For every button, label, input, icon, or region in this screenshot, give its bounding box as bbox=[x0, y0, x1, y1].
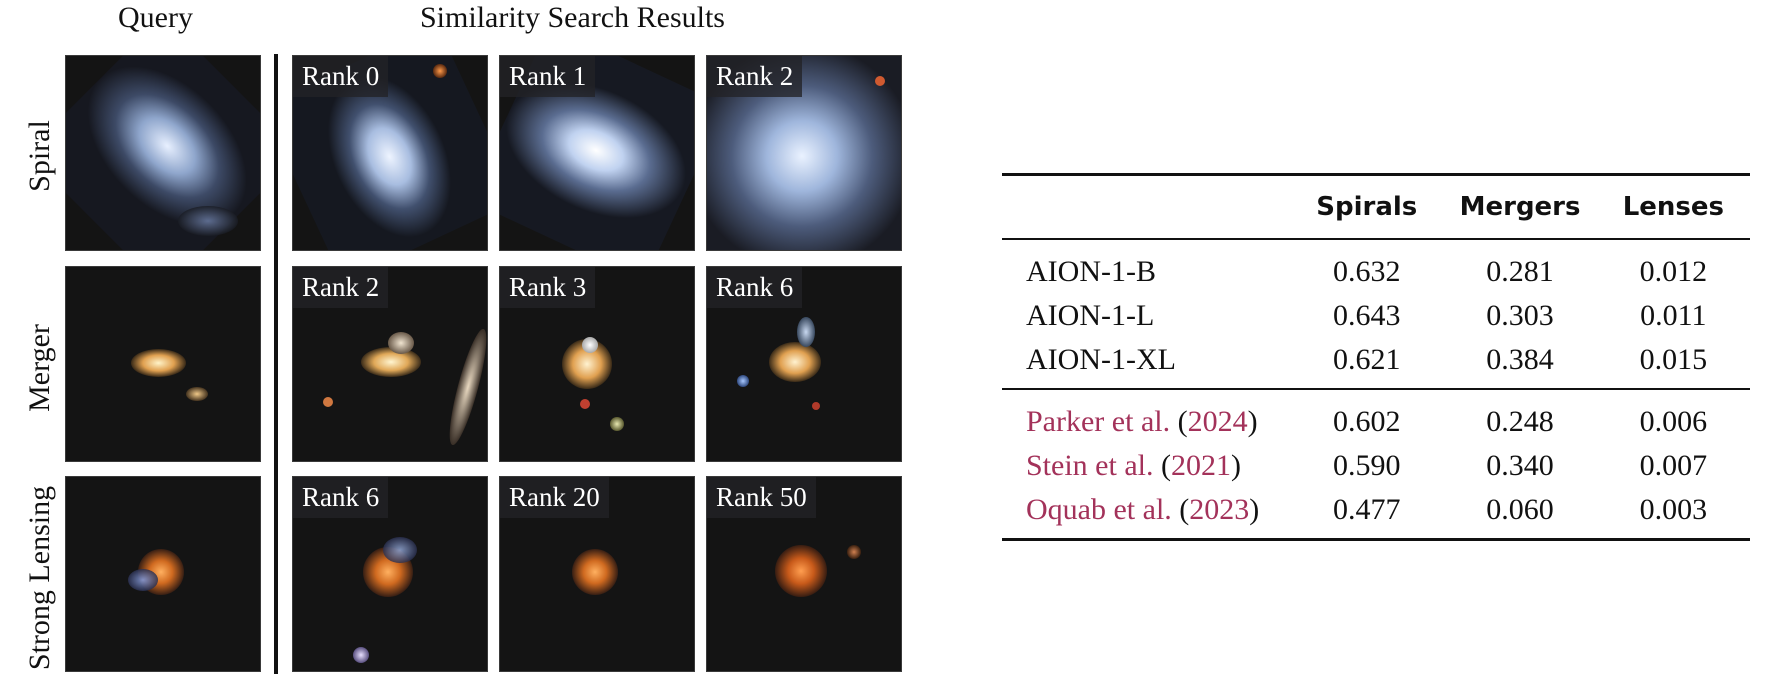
model-name: AION-1-XL bbox=[1026, 343, 1176, 376]
rank-badge: Rank 6 bbox=[707, 267, 803, 308]
result-image-merger-2: Rank 3 bbox=[499, 266, 695, 462]
row-label-merger: Merger bbox=[23, 324, 56, 412]
paren-open: ( bbox=[1177, 405, 1188, 438]
paren-open: ( bbox=[1160, 449, 1171, 482]
baseline-citation: Parker et al. (2024) bbox=[1002, 389, 1290, 444]
result-image-strong-lensing-2: Rank 20 bbox=[499, 476, 695, 672]
paren-close: ) bbox=[1247, 405, 1258, 438]
table-cell: 0.643 bbox=[1333, 299, 1401, 332]
table-cell: 0.011 bbox=[1640, 299, 1707, 332]
table-cell: 0.015 bbox=[1639, 343, 1708, 376]
citation-year-link[interactable]: 2021 bbox=[1170, 449, 1231, 482]
citation-year-link[interactable]: 2023 bbox=[1189, 493, 1250, 526]
table-cell: 0.590 bbox=[1333, 449, 1401, 482]
rank-badge: Rank 3 bbox=[500, 267, 596, 308]
table-cell: 0.006 bbox=[1639, 405, 1708, 438]
rank-badge: Rank 0 bbox=[293, 56, 389, 97]
column-header-lenses: Lenses bbox=[1622, 192, 1724, 222]
row-label-spiral: Spiral bbox=[23, 120, 56, 192]
baseline-citation: Oquab et al. (2023) bbox=[1002, 488, 1290, 540]
rank-badge: Rank 50 bbox=[707, 477, 816, 518]
table-cell: 0.602 bbox=[1333, 405, 1401, 438]
citation-author[interactable]: Parker et al. bbox=[1026, 405, 1178, 438]
table-cell: 0.303 bbox=[1486, 299, 1554, 332]
citation-year-link[interactable]: 2024 bbox=[1187, 405, 1248, 438]
model-name: AION-1-B bbox=[1026, 255, 1156, 288]
model-name: AION-1-L bbox=[1026, 299, 1155, 332]
table-row: AION-1-B 0.632 0.281 0.012 bbox=[1002, 239, 1750, 294]
table-cell: 0.003 bbox=[1639, 493, 1708, 526]
rank-badge: Rank 1 bbox=[500, 56, 596, 97]
table-cell: 0.621 bbox=[1333, 343, 1401, 376]
result-image-merger-3: Rank 6 bbox=[706, 266, 902, 462]
result-image-strong-lensing-1: Rank 6 bbox=[292, 476, 488, 672]
results-header: Similarity Search Results bbox=[420, 1, 725, 34]
table-cell: 0.007 bbox=[1639, 449, 1708, 482]
table-cell: 0.477 bbox=[1333, 493, 1401, 526]
result-image-spiral-2: Rank 1 bbox=[499, 55, 695, 251]
row-label-strong-lensing: Strong Lensing bbox=[23, 485, 56, 671]
result-image-spiral-1: Rank 0 bbox=[292, 55, 488, 251]
paren-close: ) bbox=[1249, 493, 1260, 526]
rank-badge: Rank 2 bbox=[707, 56, 803, 97]
paren-open: ( bbox=[1179, 493, 1190, 526]
result-image-spiral-3: Rank 2 bbox=[706, 55, 902, 251]
table-cell: 0.281 bbox=[1486, 255, 1554, 288]
column-header-spirals: Spirals bbox=[1316, 192, 1418, 222]
baseline-citation: Stein et al. (2021) bbox=[1002, 444, 1290, 488]
table-cell: 0.248 bbox=[1486, 405, 1554, 438]
rank-badge: Rank 6 bbox=[293, 477, 389, 518]
query-image-spiral bbox=[65, 55, 261, 251]
results-table: Spirals Mergers Lenses AION-1-B 0.632 0.… bbox=[1002, 173, 1750, 541]
result-image-strong-lensing-3: Rank 50 bbox=[706, 476, 902, 672]
table-cell: 0.060 bbox=[1486, 493, 1554, 526]
table-row: AION-1-L 0.643 0.303 0.011 bbox=[1002, 294, 1750, 338]
rank-badge: Rank 20 bbox=[500, 477, 609, 518]
citation-author[interactable]: Oquab et al. bbox=[1026, 493, 1180, 526]
column-header-mergers: Mergers bbox=[1459, 192, 1581, 222]
table-row: Oquab et al. (2023) 0.477 0.060 0.003 bbox=[1002, 488, 1750, 540]
query-header: Query bbox=[118, 1, 193, 34]
paren-close: ) bbox=[1230, 449, 1241, 482]
column-divider bbox=[274, 54, 278, 674]
citation-author[interactable]: Stein et al. bbox=[1026, 449, 1161, 482]
column-header-model bbox=[1002, 175, 1290, 240]
query-image-merger bbox=[65, 266, 261, 462]
table-cell: 0.012 bbox=[1639, 255, 1708, 288]
result-image-merger-1: Rank 2 bbox=[292, 266, 488, 462]
table-cell: 0.632 bbox=[1333, 255, 1401, 288]
table-row: Stein et al. (2021) 0.590 0.340 0.007 bbox=[1002, 444, 1750, 488]
table-row: Parker et al. (2024) 0.602 0.248 0.006 bbox=[1002, 389, 1750, 444]
table-header-row: Spirals Mergers Lenses bbox=[1002, 174, 1750, 240]
table-cell: 0.384 bbox=[1486, 343, 1554, 376]
rank-badge: Rank 2 bbox=[293, 267, 389, 308]
query-image-strong-lensing bbox=[65, 476, 261, 672]
table-row: AION-1-XL 0.621 0.384 0.015 bbox=[1002, 338, 1750, 389]
table-cell: 0.340 bbox=[1486, 449, 1554, 482]
